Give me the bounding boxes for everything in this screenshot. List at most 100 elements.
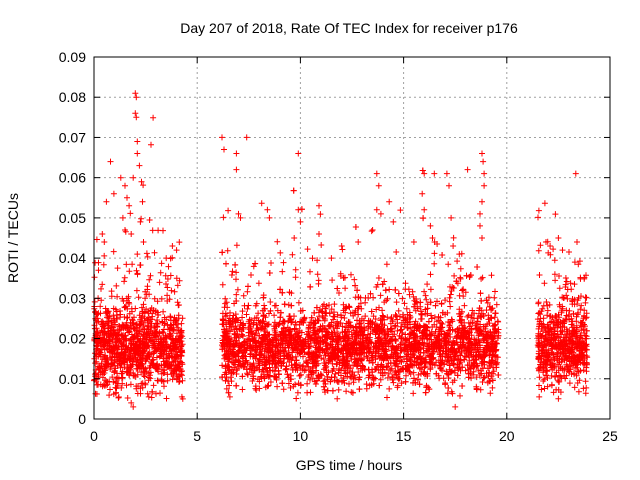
data-point	[168, 363, 175, 370]
data-point	[334, 395, 341, 402]
data-point	[224, 247, 231, 254]
data-point	[113, 315, 120, 322]
data-point	[422, 292, 429, 299]
data-point	[133, 287, 140, 294]
data-point	[127, 319, 134, 326]
data-point	[307, 268, 313, 275]
data-point	[113, 378, 119, 385]
data-point	[114, 293, 121, 300]
data-point	[109, 361, 116, 368]
data-point	[142, 339, 149, 346]
data-point	[145, 322, 152, 329]
data-point	[121, 278, 128, 285]
data-point	[147, 272, 154, 279]
data-point	[123, 382, 130, 389]
data-point	[167, 332, 174, 339]
data-point	[173, 335, 180, 342]
data-point	[121, 332, 128, 339]
data-point	[114, 358, 121, 365]
data-point	[176, 379, 182, 385]
data-point	[101, 252, 108, 259]
data-point	[142, 365, 149, 372]
data-point	[171, 288, 178, 295]
data-point	[114, 265, 121, 272]
data-point	[140, 372, 147, 378]
data-point	[126, 268, 133, 275]
data-point	[174, 324, 181, 331]
data-point	[467, 320, 474, 327]
data-point	[150, 307, 157, 314]
data-point	[117, 311, 124, 318]
data-point	[462, 289, 469, 296]
data-point	[168, 347, 175, 354]
data-point	[144, 253, 151, 260]
data-point	[97, 349, 104, 356]
data-point	[110, 190, 117, 197]
data-point	[487, 390, 494, 397]
data-point	[145, 377, 152, 384]
data-point	[138, 369, 145, 376]
data-point	[95, 381, 102, 388]
data-point	[177, 345, 184, 352]
data-point	[161, 367, 167, 374]
data-point	[475, 367, 482, 374]
data-point	[457, 274, 464, 281]
data-point	[104, 325, 111, 332]
data-point	[110, 305, 117, 312]
data-point	[162, 348, 169, 355]
data-point	[92, 360, 99, 367]
data-point	[112, 332, 119, 339]
data-point	[392, 311, 399, 318]
data-point	[174, 282, 181, 289]
data-points	[91, 90, 591, 410]
data-point	[144, 331, 151, 338]
data-point	[386, 286, 393, 293]
data-point	[117, 353, 124, 360]
data-point	[173, 375, 180, 382]
data-point	[160, 308, 167, 315]
data-point	[321, 377, 328, 384]
data-point	[117, 364, 124, 371]
data-point	[234, 286, 241, 293]
data-point	[116, 327, 123, 334]
data-point	[177, 327, 184, 334]
grid-lines	[94, 57, 610, 419]
data-point	[172, 319, 179, 326]
data-point	[170, 327, 177, 334]
data-point	[158, 370, 165, 377]
data-point	[342, 285, 349, 292]
data-point	[109, 351, 116, 357]
data-point	[122, 304, 129, 311]
data-point	[101, 335, 108, 342]
data-point	[133, 361, 140, 368]
data-point	[106, 392, 113, 399]
data-point	[125, 329, 132, 336]
data-point	[91, 325, 98, 332]
data-point	[141, 346, 148, 352]
data-point	[123, 368, 130, 375]
data-point	[130, 325, 137, 332]
data-point	[489, 384, 496, 391]
data-point	[164, 371, 171, 378]
data-point	[108, 288, 115, 295]
data-point	[140, 332, 147, 339]
data-point	[176, 339, 183, 346]
data-point	[164, 276, 171, 282]
data-point	[427, 286, 434, 293]
data-point	[274, 238, 281, 245]
data-point	[375, 275, 382, 281]
data-point	[113, 389, 119, 396]
data-point	[110, 248, 117, 255]
data-point	[102, 305, 109, 312]
data-point	[151, 249, 158, 256]
data-point	[160, 227, 166, 234]
data-point	[226, 382, 233, 389]
data-point	[314, 271, 321, 278]
data-point	[146, 276, 153, 283]
data-point	[233, 291, 240, 298]
data-point	[267, 299, 274, 305]
data-point	[137, 390, 144, 397]
data-point	[104, 308, 111, 315]
data-point	[249, 378, 256, 384]
data-point	[158, 260, 165, 267]
